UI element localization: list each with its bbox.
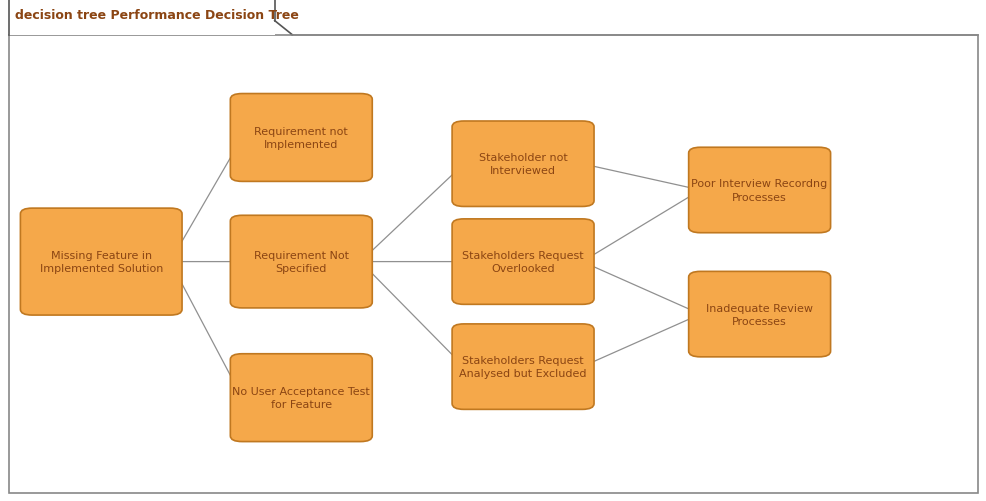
Text: Poor Interview Recordng
Processes: Poor Interview Recordng Processes: [691, 179, 827, 202]
FancyBboxPatch shape: [452, 122, 594, 207]
Text: Missing Feature in
Implemented Solution: Missing Feature in Implemented Solution: [39, 250, 163, 274]
FancyBboxPatch shape: [230, 94, 372, 182]
Text: Inadequate Review
Processes: Inadequate Review Processes: [705, 303, 812, 326]
FancyBboxPatch shape: [452, 219, 594, 305]
FancyBboxPatch shape: [688, 148, 830, 233]
FancyBboxPatch shape: [230, 354, 372, 442]
FancyBboxPatch shape: [21, 209, 181, 316]
FancyBboxPatch shape: [452, 324, 594, 409]
Text: Requirement not
Implemented: Requirement not Implemented: [254, 127, 348, 150]
Text: Stakeholders Request
Overlooked: Stakeholders Request Overlooked: [461, 250, 584, 274]
Text: Stakeholders Request
Analysed but Excluded: Stakeholders Request Analysed but Exclud…: [458, 355, 587, 378]
Text: No User Acceptance Test
for Feature: No User Acceptance Test for Feature: [232, 386, 370, 409]
Text: Stakeholder not
Interviewed: Stakeholder not Interviewed: [478, 153, 567, 176]
Text: decision tree Performance Decision Tree: decision tree Performance Decision Tree: [16, 9, 299, 22]
FancyBboxPatch shape: [9, 0, 274, 36]
FancyBboxPatch shape: [230, 216, 372, 308]
Text: Requirement Not
Specified: Requirement Not Specified: [253, 250, 348, 274]
FancyBboxPatch shape: [688, 272, 830, 357]
